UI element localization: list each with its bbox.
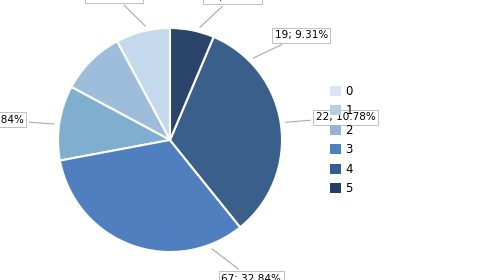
Text: 67; 32.84%: 67; 32.84% (0, 115, 54, 125)
Wedge shape (117, 28, 170, 140)
Wedge shape (58, 87, 170, 160)
Text: 16; 7.84%: 16; 7.84% (200, 0, 260, 27)
Wedge shape (170, 37, 282, 227)
Wedge shape (60, 140, 240, 252)
Legend: 0, 1, 2, 3, 4, 5: 0, 1, 2, 3, 4, 5 (330, 85, 353, 195)
Wedge shape (170, 28, 214, 140)
Wedge shape (72, 41, 170, 140)
Text: 13; 6.37%: 13; 6.37% (88, 0, 146, 26)
Text: 67; 32.84%: 67; 32.84% (212, 249, 281, 280)
Text: 22; 10.78%: 22; 10.78% (286, 112, 376, 122)
Text: 19; 9.31%: 19; 9.31% (254, 31, 328, 58)
